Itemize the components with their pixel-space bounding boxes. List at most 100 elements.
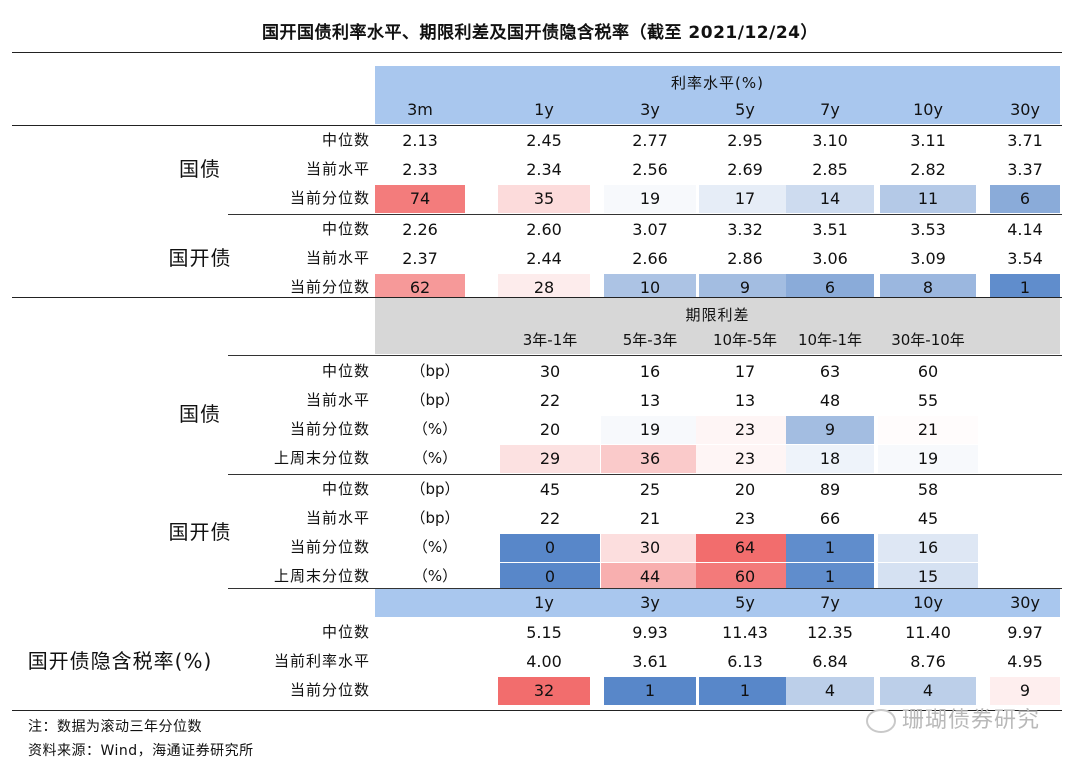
table-cell: 3.61 <box>632 652 668 671</box>
watermark-text: 珊瑚债券研究 <box>901 708 1040 733</box>
spread-header-title: 期限利差 <box>685 306 750 324</box>
footnote-note: 注：数据为滚动三年分位数 <box>28 719 202 735</box>
table-cell: 2.95 <box>727 131 763 150</box>
watermark: 珊瑚债券研究 <box>865 702 1040 734</box>
table-cell: 2.60 <box>526 220 562 239</box>
table-cell: 2.66 <box>632 249 668 268</box>
row-unit: （bp） <box>410 480 460 498</box>
table-cell: 3.71 <box>1007 131 1043 150</box>
group-name: 国开债隐含税率(%) <box>27 649 213 673</box>
table-cell: 16 <box>878 534 978 562</box>
table-cell: 23 <box>696 445 794 473</box>
table-cell: 3.54 <box>1007 249 1043 268</box>
table-cell: 19 <box>601 416 699 444</box>
tenor-header: 3y <box>640 100 660 119</box>
table-cell: 32 <box>498 677 590 705</box>
row-unit: （%） <box>412 449 458 467</box>
group-name: 国债 <box>179 402 221 426</box>
table-cell: 14 <box>786 185 874 213</box>
table-cell: 6 <box>990 185 1060 213</box>
table-cell: 22 <box>539 391 561 410</box>
table-cell: 15 <box>878 563 978 591</box>
tax-tenor-header: 3y <box>640 593 660 612</box>
row-label: 上周末分位数 <box>273 567 370 585</box>
table-rule <box>12 297 1062 298</box>
table-cell: 8.76 <box>910 652 946 671</box>
row-unit: （bp） <box>410 509 460 527</box>
table-cell: 63 <box>819 362 841 381</box>
table-cell: 4.95 <box>1007 652 1043 671</box>
row-label: 当前分位数 <box>289 538 370 556</box>
row-label: 当前水平 <box>305 391 370 409</box>
table-cell: 11 <box>880 185 976 213</box>
table-cell: 58 <box>917 480 939 499</box>
tax-tenor-header: 10y <box>913 593 943 612</box>
table-cell: 30 <box>601 534 699 562</box>
table-cell: 2.69 <box>727 160 763 179</box>
table-cell: 3.10 <box>812 131 848 150</box>
table-cell: 23 <box>734 509 756 528</box>
table-cell: 17 <box>699 185 791 213</box>
table-cell: 1 <box>699 677 791 705</box>
table-cell: 19 <box>604 185 696 213</box>
table-cell: 45 <box>917 509 939 528</box>
row-unit: （bp） <box>410 391 460 409</box>
group-name: 国开债 <box>168 246 232 270</box>
table-cell: 11.40 <box>905 623 951 642</box>
tenor-header: 7y <box>820 100 840 119</box>
row-label: 中位数 <box>321 131 370 149</box>
tax-tenor-header: 7y <box>820 593 840 612</box>
table-cell: 36 <box>601 445 699 473</box>
table-cell: 20 <box>500 416 600 444</box>
table-rule <box>12 125 1062 126</box>
table-cell: 9.97 <box>1007 623 1043 642</box>
table-cell: 6.84 <box>812 652 848 671</box>
table-cell: 2.85 <box>812 160 848 179</box>
tax-tenor-header: 5y <box>735 593 755 612</box>
table-cell: 9 <box>786 416 874 444</box>
table-cell: 23 <box>696 416 794 444</box>
table-cell: 0 <box>500 534 600 562</box>
row-label: 中位数 <box>321 362 370 380</box>
table-cell: 60 <box>696 563 794 591</box>
table-cell: 2.86 <box>727 249 763 268</box>
table-cell: 11.43 <box>722 623 768 642</box>
tax-tenor-header: 30y <box>1010 593 1040 612</box>
table-cell: 2.26 <box>402 220 438 239</box>
spread-header: 10年-1年 <box>797 331 863 349</box>
row-unit: （%） <box>412 567 458 585</box>
table-cell: 12.35 <box>807 623 853 642</box>
table-cell: 29 <box>500 445 600 473</box>
spread-header-band <box>375 298 1060 354</box>
row-label: 当前分位数 <box>289 420 370 438</box>
table-rule <box>228 214 1062 215</box>
row-label: 中位数 <box>321 220 370 238</box>
table-cell: 13 <box>639 391 661 410</box>
table-cell: 4 <box>880 677 976 705</box>
row-label: 中位数 <box>321 623 370 641</box>
table-cell: 4.14 <box>1007 220 1043 239</box>
spread-header: 5年-3年 <box>622 331 678 349</box>
table-cell: 1 <box>786 534 874 562</box>
tenor-header: 10y <box>913 100 943 119</box>
spread-header: 30年-10年 <box>891 331 965 349</box>
table-cell: 4 <box>786 677 874 705</box>
table-cell: 19 <box>878 445 978 473</box>
row-label: 当前分位数 <box>289 189 370 207</box>
table-cell: 2.33 <box>402 160 438 179</box>
table-cell: 48 <box>819 391 841 410</box>
table-cell: 3.32 <box>727 220 763 239</box>
table-cell: 25 <box>639 480 661 499</box>
table-cell: 2.34 <box>526 160 562 179</box>
table-cell: 22 <box>539 509 561 528</box>
group-name: 国开债 <box>168 520 232 544</box>
table-cell: 3.11 <box>910 131 946 150</box>
row-unit: （bp） <box>410 362 460 380</box>
table-cell: 6.13 <box>727 652 763 671</box>
rate-header-band <box>375 66 1060 124</box>
tax-header-band <box>375 589 1060 617</box>
table-cell: 45 <box>539 480 561 499</box>
table-cell: 3.51 <box>812 220 848 239</box>
table-cell: 2.44 <box>526 249 562 268</box>
table-rule <box>12 710 1062 711</box>
